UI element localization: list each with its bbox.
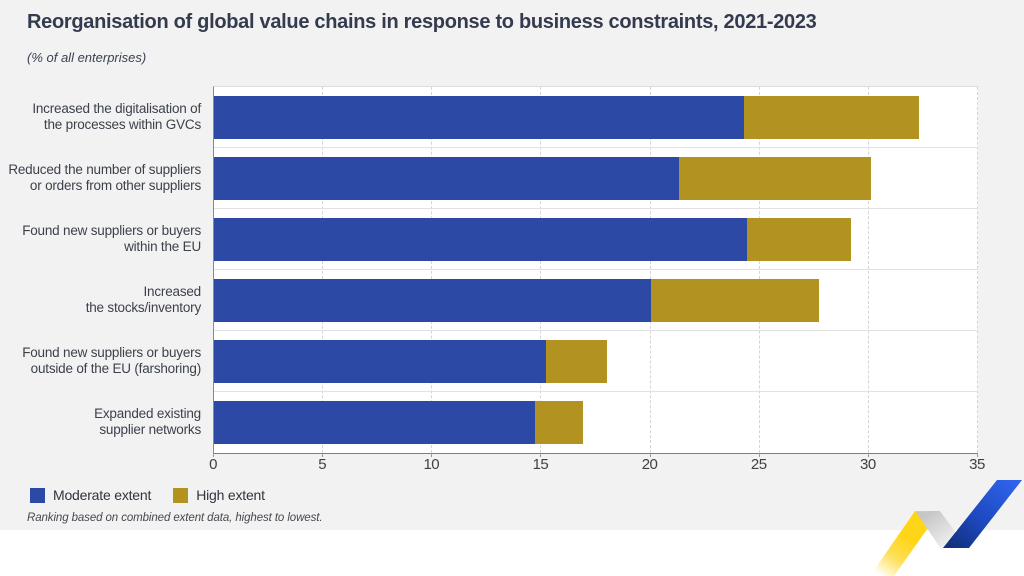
gridline [322, 87, 324, 453]
bar-segment-moderate-extent [214, 157, 679, 200]
category-label: Increased the digitalisation of the proc… [32, 100, 201, 132]
ribbon-blue-band [943, 480, 1022, 548]
x-tick-mark [649, 453, 651, 457]
gridline [758, 87, 760, 453]
x-tick-mark [977, 453, 978, 457]
x-tick-label: 30 [860, 456, 876, 473]
bar-segment-moderate-extent [214, 96, 745, 139]
bar-row [214, 279, 819, 322]
x-tick-mark [867, 453, 869, 457]
x-tick-label: 5 [318, 456, 327, 473]
bar-segment-high-extent [545, 340, 607, 383]
chart-subtitle: (% of all enterprises) [27, 50, 147, 65]
decorative-zigzag-ribbon-icon [870, 480, 1022, 576]
row-separator [214, 391, 978, 392]
row-separator [214, 269, 978, 270]
category-label: Found new suppliers or buyers outside of… [22, 344, 201, 376]
bar-segment-high-extent [744, 96, 920, 139]
gridline [977, 87, 978, 453]
plot-area [213, 86, 978, 454]
chart-footnote: Ranking based on combined extent data, h… [27, 512, 323, 524]
bar-segment-high-extent [746, 218, 852, 261]
row-separator [214, 147, 978, 148]
x-axis-tick-labels: 0 5 10 15 20 25 30 35 [0, 456, 1024, 476]
x-tick-label: 15 [532, 456, 549, 473]
x-tick-mark [213, 453, 214, 457]
bar-segment-moderate-extent [214, 218, 747, 261]
bar-segment-moderate-extent [214, 340, 546, 383]
legend-label: High extent [196, 487, 265, 503]
x-tick-label: 10 [423, 456, 440, 473]
legend-swatch [173, 487, 189, 503]
row-separator [214, 330, 978, 331]
row-separator [214, 208, 978, 209]
bar-segment-high-extent [650, 279, 819, 322]
bar-segment-high-extent [678, 157, 872, 200]
category-label: Reduced the number of suppliers or order… [8, 161, 201, 193]
bar-row [214, 96, 920, 139]
x-tick-mark [540, 453, 542, 457]
legend-item: Moderate extent [30, 487, 151, 503]
legend-swatch [30, 487, 45, 503]
bar-segment-moderate-extent [214, 279, 651, 322]
bar-row [214, 218, 852, 261]
category-label: Found new suppliers or buyers within the… [22, 222, 201, 254]
bar-row [214, 401, 583, 444]
gridline [867, 87, 869, 453]
bar-row [214, 340, 607, 383]
chart-legend: Moderate extent High extent [30, 487, 287, 503]
legend-item: High extent [173, 487, 265, 503]
bar-segment-moderate-extent [214, 401, 535, 444]
x-tick-mark [758, 453, 760, 457]
footer-strip: eurostat [0, 530, 1024, 576]
x-tick-label: 35 [969, 456, 985, 473]
x-tick-mark [322, 453, 324, 457]
category-label: Increased the stocks/inventory [85, 283, 202, 315]
x-tick-mark [431, 453, 433, 457]
gridline [540, 87, 542, 453]
ribbon-yellow-band [870, 511, 940, 576]
category-label: Expanded existing supplier networks [94, 405, 201, 437]
x-tick-label: 20 [641, 456, 658, 473]
chart-title: Reorganisation of global value chains in… [27, 11, 817, 33]
x-tick-label: 25 [750, 456, 767, 473]
gridline [431, 87, 433, 453]
gridline [649, 87, 651, 453]
bar-row [214, 157, 872, 200]
legend-label: Moderate extent [53, 487, 152, 503]
category-axis-labels: Increased the digitalisation of the proc… [0, 86, 201, 452]
x-tick-label: 0 [209, 456, 217, 473]
bar-segment-high-extent [534, 401, 583, 444]
